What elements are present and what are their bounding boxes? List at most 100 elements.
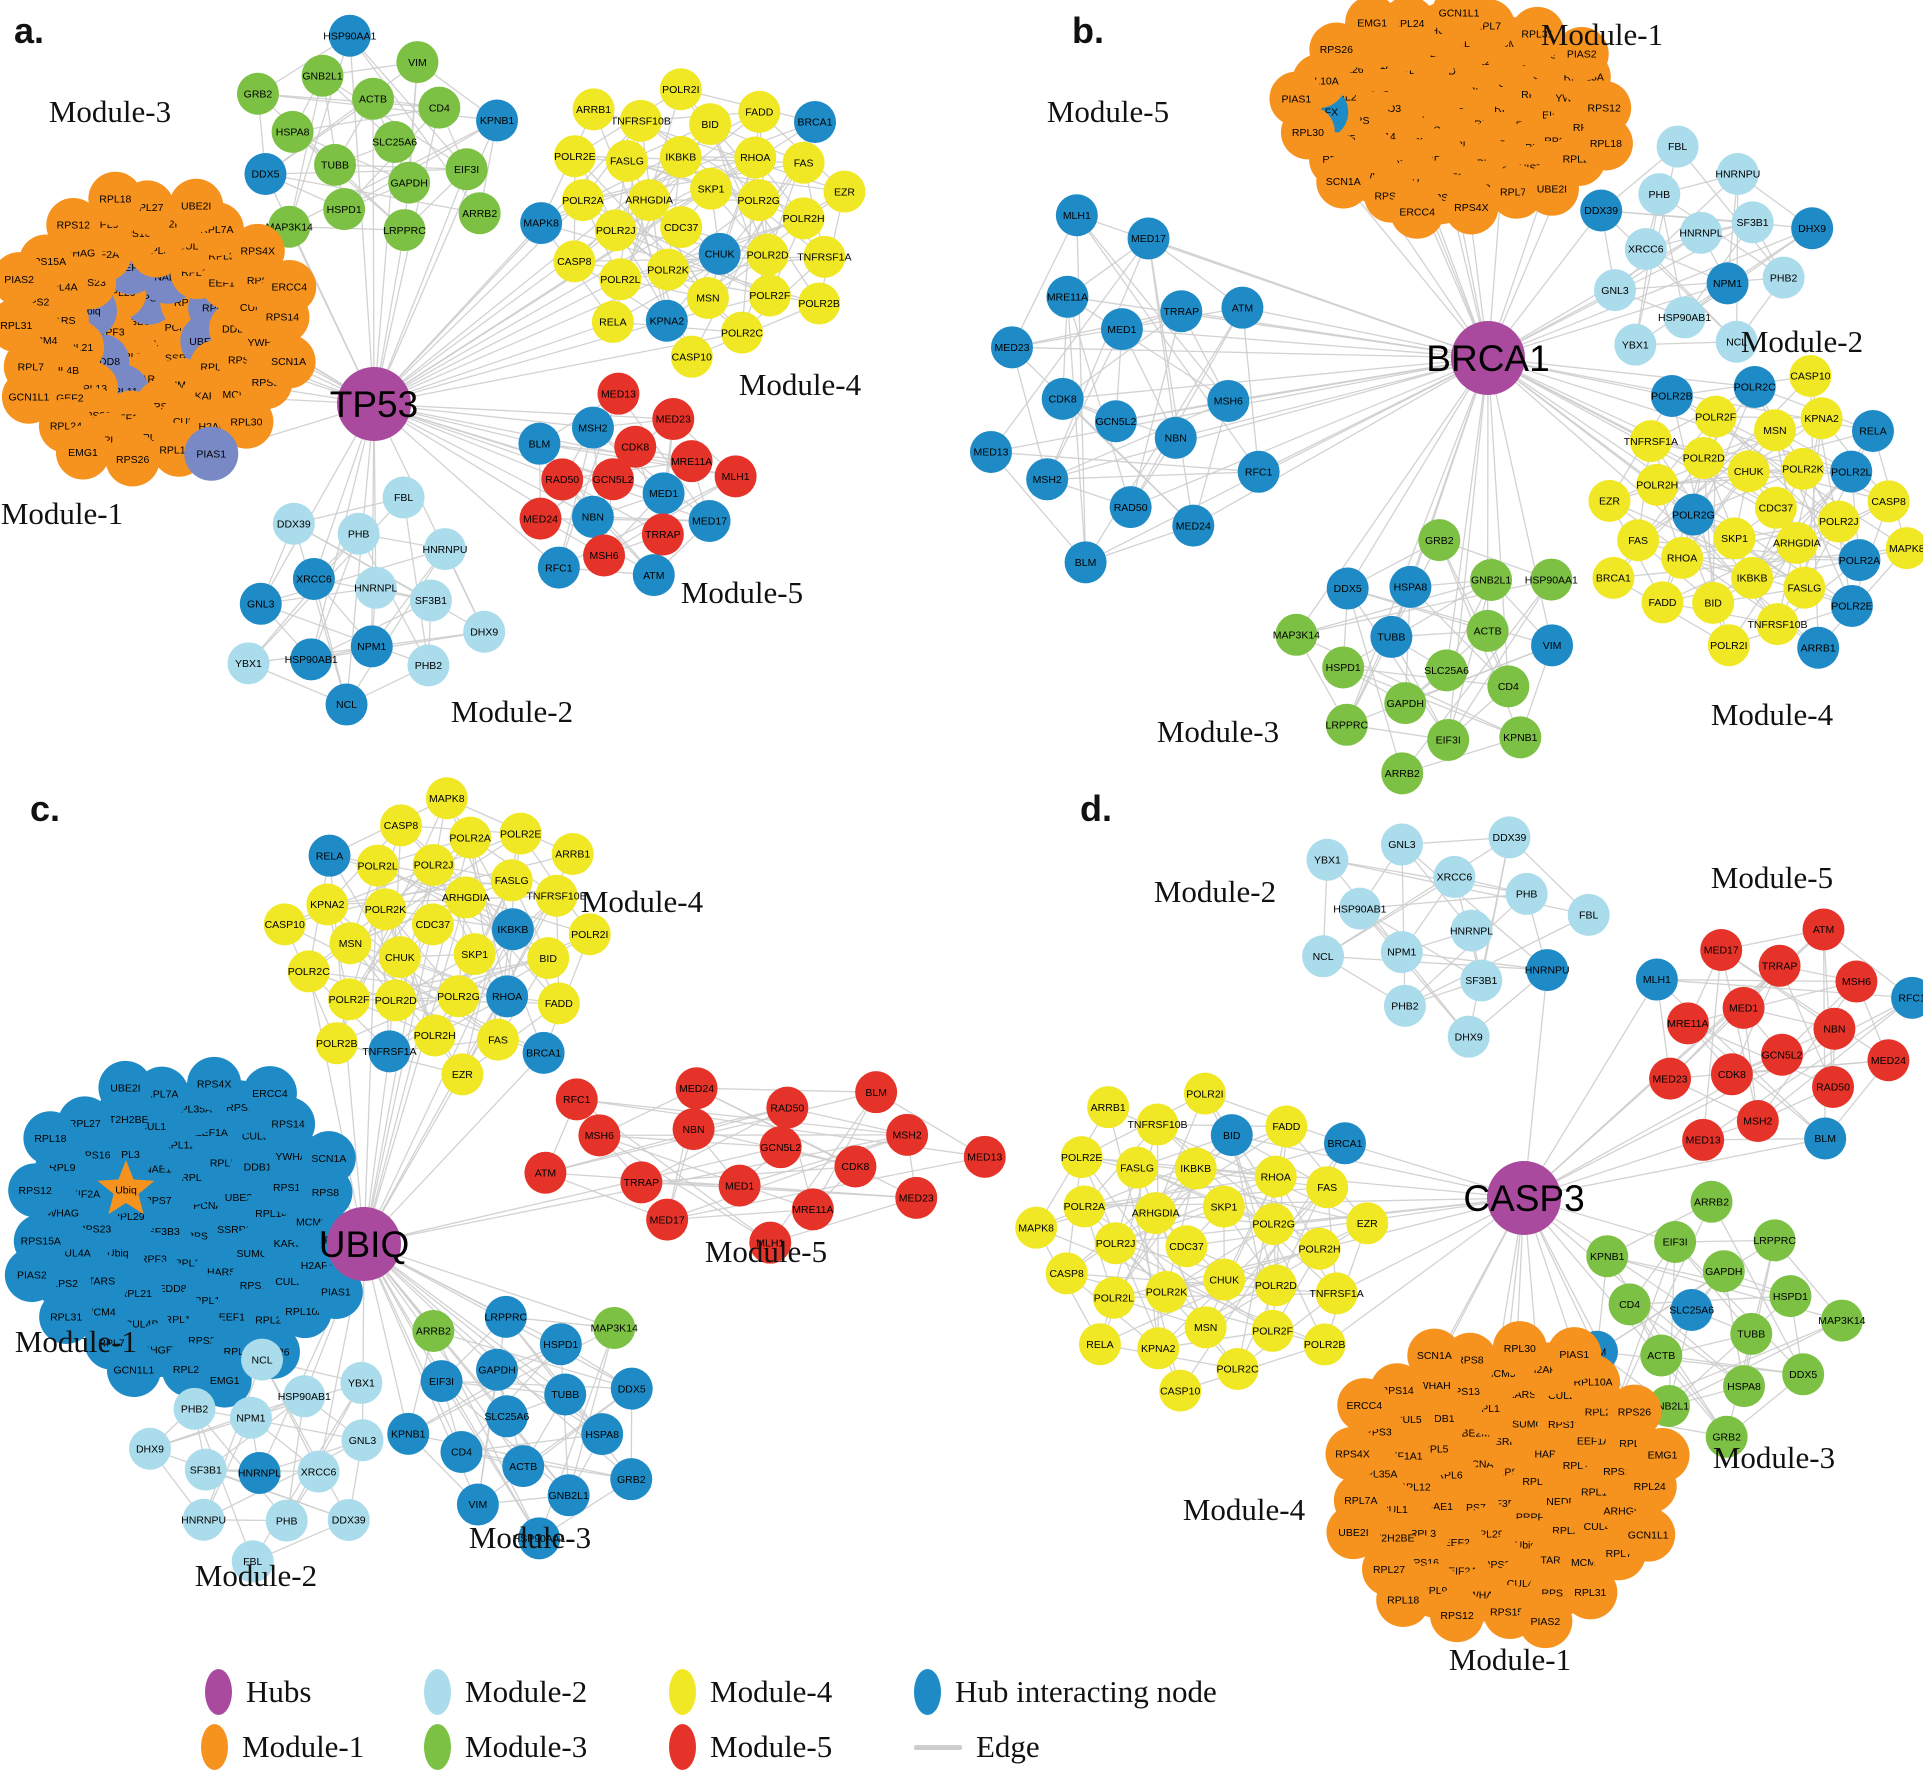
- node-HSP90AB1[interactable]: [1338, 887, 1381, 930]
- node-NCL[interactable]: [241, 1338, 284, 1381]
- node-MED23[interactable]: [652, 398, 695, 441]
- node-POLR2F[interactable]: [1251, 1309, 1294, 1352]
- node-SKP1[interactable]: [1202, 1185, 1245, 1228]
- node-NBN[interactable]: [1813, 1007, 1856, 1050]
- node-GRB2[interactable]: [1418, 519, 1461, 562]
- node-POLR2A[interactable]: [449, 816, 492, 859]
- node-BRCA1[interactable]: [1323, 1122, 1366, 1165]
- hub-node-CASP3[interactable]: [1487, 1161, 1561, 1235]
- node-CDK8[interactable]: [614, 425, 657, 468]
- node-GRB2[interactable]: [1705, 1415, 1748, 1458]
- node-FBL[interactable]: [231, 1540, 274, 1583]
- node-PHB[interactable]: [265, 1499, 308, 1542]
- node-FAS[interactable]: [476, 1018, 519, 1061]
- node-POLR2J[interactable]: [1817, 500, 1860, 543]
- node-CDC37[interactable]: [1165, 1225, 1208, 1268]
- node-POLR2B[interactable]: [1650, 374, 1693, 417]
- hub-node-BRCA1[interactable]: [1451, 321, 1525, 395]
- node-DDX5[interactable]: [244, 153, 287, 196]
- node-POLR2E[interactable]: [1060, 1136, 1103, 1179]
- node-RPL30[interactable]: [1492, 1321, 1547, 1376]
- node-ACTB[interactable]: [502, 1445, 545, 1488]
- node-POLR2D[interactable]: [1254, 1264, 1297, 1307]
- node-MED23[interactable]: [1649, 1057, 1692, 1100]
- node-TNFRSF10B[interactable]: [1756, 603, 1799, 646]
- node-LRPPRC[interactable]: [1753, 1219, 1796, 1262]
- node-EIF3I[interactable]: [1654, 1220, 1697, 1263]
- node-POLR2K[interactable]: [364, 888, 407, 931]
- node-NPM1[interactable]: [229, 1396, 272, 1439]
- node-PIAS2[interactable]: [4, 1248, 59, 1303]
- node-POLR2H[interactable]: [1298, 1227, 1341, 1270]
- node-ARRB1[interactable]: [572, 88, 615, 131]
- node-NCL[interactable]: [1715, 320, 1758, 363]
- node-MED24[interactable]: [1867, 1039, 1910, 1082]
- node-POLR2J[interactable]: [1094, 1222, 1137, 1265]
- node-MED13[interactable]: [963, 1135, 1006, 1178]
- node-GAPDH[interactable]: [1384, 682, 1427, 725]
- node-HNRNPL[interactable]: [1679, 211, 1722, 254]
- node-HNRNPL[interactable]: [1450, 909, 1493, 952]
- node-FAS[interactable]: [782, 141, 825, 184]
- node-CDC37[interactable]: [1754, 486, 1797, 529]
- node-PHB[interactable]: [337, 512, 380, 555]
- node-HSPA8[interactable]: [581, 1413, 624, 1456]
- node-PIAS1[interactable]: [184, 426, 239, 481]
- node-XRCC6[interactable]: [1624, 228, 1667, 271]
- node-PIAS1[interactable]: [1547, 1327, 1602, 1382]
- node-SKP1[interactable]: [1713, 517, 1756, 560]
- node-KPNB1[interactable]: [1499, 716, 1542, 759]
- node-GAPDH[interactable]: [1702, 1250, 1745, 1293]
- node-HNRNPU[interactable]: [1716, 152, 1759, 195]
- node-POLR2K[interactable]: [647, 248, 690, 291]
- node-NCL[interactable]: [1302, 935, 1345, 978]
- node-PIAS1[interactable]: [1269, 71, 1324, 126]
- node-POLR2F[interactable]: [748, 274, 791, 317]
- node-SF3B1[interactable]: [1460, 959, 1503, 1002]
- node-POLR2E[interactable]: [1830, 584, 1873, 627]
- node-RFC1[interactable]: [1237, 450, 1280, 493]
- node-SF3B1[interactable]: [409, 579, 452, 622]
- node-NPM1[interactable]: [1706, 262, 1749, 305]
- node-BID[interactable]: [689, 103, 732, 146]
- node-MAPK8[interactable]: [425, 777, 468, 820]
- node-CDK8[interactable]: [1041, 377, 1084, 420]
- node-RPL18[interactable]: [1578, 116, 1633, 171]
- node-HSP90AB1[interactable]: [290, 638, 333, 681]
- node-LRPPRC[interactable]: [383, 209, 426, 252]
- node-GCN5L2[interactable]: [592, 458, 635, 501]
- node-EIF3I[interactable]: [445, 148, 488, 191]
- node-UBE2I[interactable]: [1524, 161, 1579, 216]
- node-MAPK8[interactable]: [520, 202, 563, 245]
- node-CASP10[interactable]: [1789, 354, 1832, 397]
- node-HSPD1[interactable]: [1322, 646, 1365, 689]
- node-GCN5L2[interactable]: [1094, 400, 1137, 443]
- node-SCN1A[interactable]: [261, 334, 316, 389]
- node-DHX9[interactable]: [128, 1427, 171, 1470]
- node-RPS26[interactable]: [105, 432, 160, 487]
- node-LRPPRC[interactable]: [484, 1295, 527, 1338]
- node-POLR2K[interactable]: [1145, 1270, 1188, 1313]
- node-TRRAP[interactable]: [620, 1161, 663, 1204]
- node-FADD[interactable]: [1265, 1105, 1308, 1148]
- node-PHB2[interactable]: [1383, 984, 1426, 1027]
- node-POLR2C[interactable]: [287, 950, 330, 993]
- node-MED23[interactable]: [990, 326, 1033, 369]
- node-MSH6[interactable]: [1835, 960, 1878, 1003]
- node-POLR2B[interactable]: [1303, 1323, 1346, 1366]
- node-RAD50[interactable]: [541, 458, 584, 501]
- node-CASP10[interactable]: [670, 335, 713, 378]
- node-DHX9[interactable]: [1447, 1015, 1490, 1058]
- node-DDX39[interactable]: [1580, 189, 1623, 232]
- node-MED13[interactable]: [969, 430, 1012, 473]
- node-ARRB1[interactable]: [551, 832, 594, 875]
- node-SLC25A6[interactable]: [1425, 649, 1468, 692]
- node-GCN1L1[interactable]: [1, 369, 56, 424]
- node-POLR2L[interactable]: [599, 258, 642, 301]
- node-POLR2L[interactable]: [1830, 450, 1873, 493]
- node-MSN[interactable]: [329, 922, 372, 965]
- node-POLR2H[interactable]: [782, 197, 825, 240]
- node-RELA[interactable]: [1078, 1323, 1121, 1366]
- node-RAD50[interactable]: [1812, 1065, 1855, 1108]
- node-IKBKB[interactable]: [491, 908, 534, 951]
